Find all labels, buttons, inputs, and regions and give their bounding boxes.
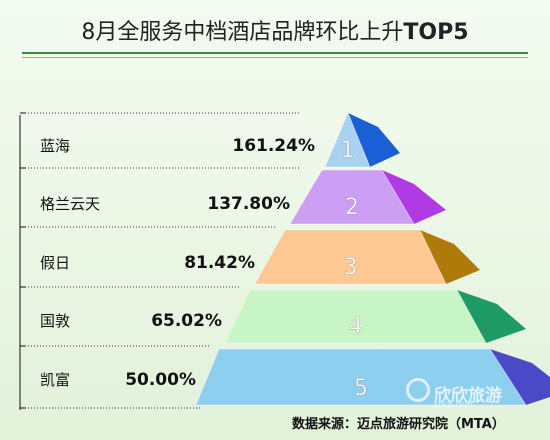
category-label: 格兰云天	[40, 195, 100, 213]
watermark-text: 欣欣旅游	[434, 386, 502, 406]
value-label: 81.42%	[184, 253, 255, 273]
title-accent: TOP5	[403, 20, 469, 45]
rank-label: 4	[349, 314, 363, 339]
page-title: 8月全服务中档酒店品牌环比上升TOP5	[0, 14, 550, 46]
source-note: 数据来源：迈点旅游研究院（MTA）	[292, 417, 505, 432]
value-label: 137.80%	[207, 194, 290, 214]
rank-label: 5	[354, 376, 368, 401]
watermark: 欣欣旅游 cncn.com	[402, 376, 532, 412]
title-rule-bottom	[22, 57, 528, 58]
pyramid-tier-side	[420, 230, 480, 284]
pyramid-tier-side	[382, 170, 446, 224]
category-label: 假日	[40, 254, 70, 272]
pyramid-tier	[289, 169, 415, 225]
pyramid-tier-side	[348, 113, 400, 167]
rank-label: 2	[345, 195, 359, 220]
category-label: 国敦	[40, 312, 70, 330]
rank-label: 1	[341, 138, 355, 163]
title-main: 8月全服务中档酒店品牌环比上升	[81, 20, 404, 45]
pyramid-tier	[324, 111, 371, 168]
pyramid-tier	[224, 289, 487, 344]
value-label: 50.00%	[125, 370, 196, 390]
pyramid-tier-side	[457, 290, 526, 343]
value-label: 65.02%	[151, 311, 222, 331]
title-rule-top	[22, 52, 528, 54]
watermark-logo-icon	[406, 378, 430, 402]
watermark-sub: cncn.com	[434, 400, 473, 409]
category-label: 凯富	[40, 371, 70, 389]
pyramid-tier-side	[490, 349, 550, 405]
pyramid-tier	[254, 229, 447, 285]
value-label: 161.24%	[232, 136, 315, 156]
category-label: 蓝海	[40, 137, 70, 155]
pyramid-tier	[195, 348, 527, 406]
rank-label: 3	[344, 255, 358, 280]
